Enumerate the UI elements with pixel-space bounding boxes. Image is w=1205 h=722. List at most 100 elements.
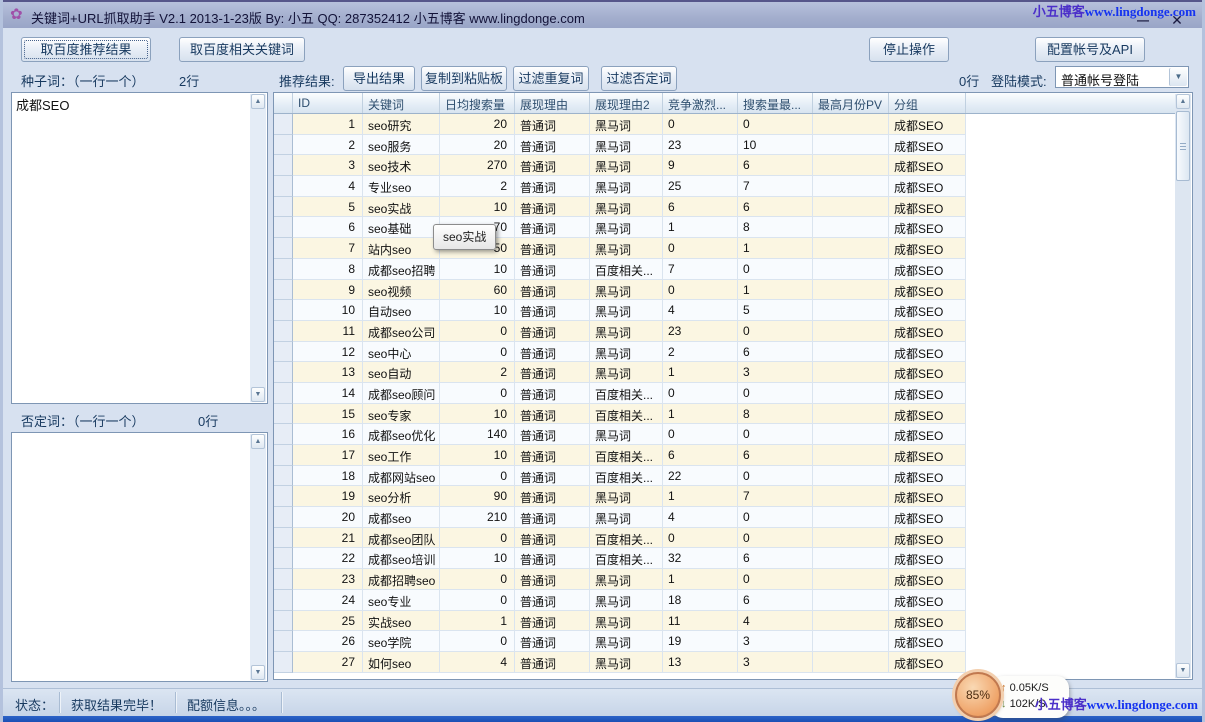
row-gutter[interactable] bbox=[274, 341, 293, 363]
table-row[interactable]: 12 seo中心 0 普通词 黑马词 2 6 成都SEO bbox=[274, 341, 1175, 363]
column-header[interactable]: 关键词 bbox=[363, 93, 440, 113]
get-baidu-related-button[interactable]: 取百度相关关键词 bbox=[179, 37, 305, 62]
row-gutter[interactable] bbox=[274, 424, 293, 445]
column-header[interactable]: ID bbox=[293, 93, 363, 113]
row-gutter[interactable] bbox=[274, 362, 293, 383]
row-gutter[interactable] bbox=[274, 300, 293, 321]
seed-scrollbar[interactable]: ▲ ▼ bbox=[250, 94, 266, 402]
copy-to-clipboard-button[interactable]: 复制到粘贴板 bbox=[421, 66, 507, 91]
table-row[interactable]: 26 seo学院 0 普通词 黑马词 19 3 成都SEO bbox=[274, 631, 1175, 652]
cell bbox=[813, 300, 889, 321]
cell: 8 bbox=[738, 217, 813, 239]
table-row[interactable]: 4 专业seo 2 普通词 黑马词 25 7 成都SEO bbox=[274, 176, 1175, 197]
row-gutter[interactable] bbox=[274, 382, 293, 404]
scroll-up-icon[interactable]: ▲ bbox=[251, 94, 265, 109]
row-gutter[interactable] bbox=[274, 631, 293, 652]
negative-scrollbar[interactable]: ▲ ▼ bbox=[250, 434, 266, 680]
table-row[interactable]: 21 成都seo团队 0 普通词 百度相关... 0 0 成都SEO bbox=[274, 527, 1175, 549]
cell: 17 bbox=[293, 445, 363, 466]
row-gutter[interactable] bbox=[274, 486, 293, 508]
row-gutter[interactable] bbox=[274, 403, 293, 425]
table-row[interactable]: 18 成都网站seo 0 普通词 百度相关... 22 0 成都SEO bbox=[274, 465, 1175, 487]
cell: 成都seo团队 bbox=[363, 527, 440, 549]
row-gutter[interactable] bbox=[274, 279, 293, 301]
table-row[interactable]: 15 seo专家 10 普通词 百度相关... 1 8 成都SEO bbox=[274, 403, 1175, 425]
scroll-down-icon[interactable]: ▼ bbox=[1176, 663, 1190, 678]
table-row[interactable]: 3 seo技术 270 普通词 黑马词 9 6 成都SEO bbox=[274, 155, 1175, 177]
stop-button[interactable]: 停止操作 bbox=[869, 37, 949, 62]
table-row[interactable]: 8 成都seo招聘 10 普通词 百度相关... 7 0 成都SEO bbox=[274, 258, 1175, 280]
table-row[interactable]: 9 seo视频 60 普通词 黑马词 0 1 成都SEO bbox=[274, 279, 1175, 301]
row-gutter[interactable] bbox=[274, 155, 293, 177]
row-gutter[interactable] bbox=[274, 258, 293, 280]
column-header[interactable]: 日均搜索量 bbox=[440, 93, 515, 113]
export-results-button[interactable]: 导出结果 bbox=[343, 66, 415, 91]
table-row[interactable]: 23 成都招聘seo 0 普通词 黑马词 1 0 成都SEO bbox=[274, 569, 1175, 590]
column-header[interactable]: 展现理由 bbox=[515, 93, 590, 113]
scroll-thumb[interactable] bbox=[1176, 111, 1190, 181]
row-gutter[interactable] bbox=[274, 217, 293, 239]
row-gutter[interactable] bbox=[274, 196, 293, 218]
row-gutter[interactable] bbox=[274, 651, 293, 673]
row-gutter[interactable] bbox=[274, 134, 293, 156]
column-header[interactable]: 竞争激烈... bbox=[663, 93, 738, 113]
table-row[interactable]: 25 实战seo 1 普通词 黑马词 11 4 成都SEO bbox=[274, 610, 1175, 632]
table-row[interactable]: 11 成都seo公司 0 普通词 黑马词 23 0 成都SEO bbox=[274, 320, 1175, 342]
table-row[interactable]: 10 自动seo 10 普通词 黑马词 4 5 成都SEO bbox=[274, 300, 1175, 321]
minimize-button[interactable]: — bbox=[1137, 13, 1149, 27]
row-gutter[interactable] bbox=[274, 238, 293, 259]
table-row[interactable]: 2 seo服务 20 普通词 黑马词 23 10 成都SEO bbox=[274, 134, 1175, 156]
row-gutter[interactable] bbox=[274, 589, 293, 611]
table-row[interactable]: 24 seo专业 0 普通词 黑马词 18 6 成都SEO bbox=[274, 589, 1175, 611]
table-row[interactable]: 17 seo工作 10 普通词 百度相关... 6 6 成都SEO bbox=[274, 445, 1175, 466]
negative-words-textarea[interactable]: ▲ ▼ bbox=[11, 432, 268, 682]
scroll-up-icon[interactable]: ▲ bbox=[251, 434, 265, 449]
row-gutter[interactable] bbox=[274, 114, 293, 135]
column-header[interactable]: 展现理由2 bbox=[590, 93, 663, 113]
table-row[interactable]: 14 成都seo顾问 0 普通词 百度相关... 0 0 成都SEO bbox=[274, 382, 1175, 404]
table-vscrollbar[interactable]: ▲ ▼ bbox=[1175, 94, 1191, 678]
cell: 1 bbox=[663, 217, 738, 239]
table-row[interactable]: 27 如何seo 4 普通词 黑马词 13 3 成都SEO bbox=[274, 651, 1175, 673]
column-header[interactable]: 分组 bbox=[889, 93, 966, 113]
cell: seo实战 bbox=[363, 196, 440, 218]
scroll-down-icon[interactable]: ▼ bbox=[251, 387, 265, 402]
table-row[interactable]: 7 站内seo 50 普通词 黑马词 0 1 成都SEO bbox=[274, 238, 1175, 259]
row-gutter[interactable] bbox=[274, 465, 293, 487]
get-baidu-recommend-button[interactable]: 取百度推荐结果 bbox=[21, 37, 151, 62]
filter-negative-button[interactable]: 过滤否定词 bbox=[601, 66, 677, 91]
percent-badge[interactable]: 85% bbox=[955, 672, 1001, 718]
row-gutter[interactable] bbox=[274, 507, 293, 528]
scroll-down-icon[interactable]: ▼ bbox=[251, 665, 265, 680]
row-gutter[interactable] bbox=[274, 445, 293, 466]
row-gutter[interactable] bbox=[274, 569, 293, 590]
cell: 普通词 bbox=[515, 341, 590, 363]
table-row[interactable]: 22 成都seo培训 10 普通词 百度相关... 32 6 成都SEO bbox=[274, 548, 1175, 570]
table-row[interactable]: 13 seo自动 2 普通词 黑马词 1 3 成都SEO bbox=[274, 362, 1175, 383]
column-header[interactable]: 搜索量最... bbox=[738, 93, 813, 113]
table-row[interactable]: 6 seo基础 70 普通词 黑马词 1 8 成都SEO bbox=[274, 217, 1175, 239]
config-account-api-button[interactable]: 配置帐号及API bbox=[1035, 37, 1145, 62]
cell bbox=[813, 445, 889, 466]
row-gutter[interactable] bbox=[274, 610, 293, 632]
cell bbox=[813, 341, 889, 363]
login-mode-select[interactable]: 普通帐号登陆 ▼ bbox=[1055, 66, 1189, 88]
close-button[interactable]: ✕ bbox=[1171, 12, 1183, 28]
scroll-up-icon[interactable]: ▲ bbox=[1176, 94, 1190, 109]
seed-words-textarea[interactable]: 成都SEO ▲ ▼ bbox=[11, 92, 268, 404]
table-row[interactable]: 5 seo实战 10 普通词 黑马词 6 6 成都SEO bbox=[274, 196, 1175, 218]
row-gutter[interactable] bbox=[274, 176, 293, 197]
chevron-down-icon[interactable]: ▼ bbox=[1169, 68, 1187, 86]
column-header[interactable]: 最高月份PV bbox=[813, 93, 889, 113]
cell bbox=[813, 114, 889, 135]
row-gutter[interactable] bbox=[274, 527, 293, 549]
filter-duplicates-button[interactable]: 过滤重复词 bbox=[513, 66, 589, 91]
cell: 成都SEO bbox=[889, 424, 966, 445]
quota-info: 配额信息。。。 bbox=[187, 698, 266, 713]
row-gutter[interactable] bbox=[274, 548, 293, 570]
table-row[interactable]: 16 成都seo优化 140 普通词 黑马词 0 0 成都SEO bbox=[274, 424, 1175, 445]
table-row[interactable]: 1 seo研究 20 普通词 黑马词 0 0 成都SEO bbox=[274, 114, 1175, 135]
table-row[interactable]: 19 seo分析 90 普通词 黑马词 1 7 成都SEO bbox=[274, 486, 1175, 508]
row-gutter[interactable] bbox=[274, 320, 293, 342]
table-row[interactable]: 20 成都seo 210 普通词 黑马词 4 0 成都SEO bbox=[274, 507, 1175, 528]
